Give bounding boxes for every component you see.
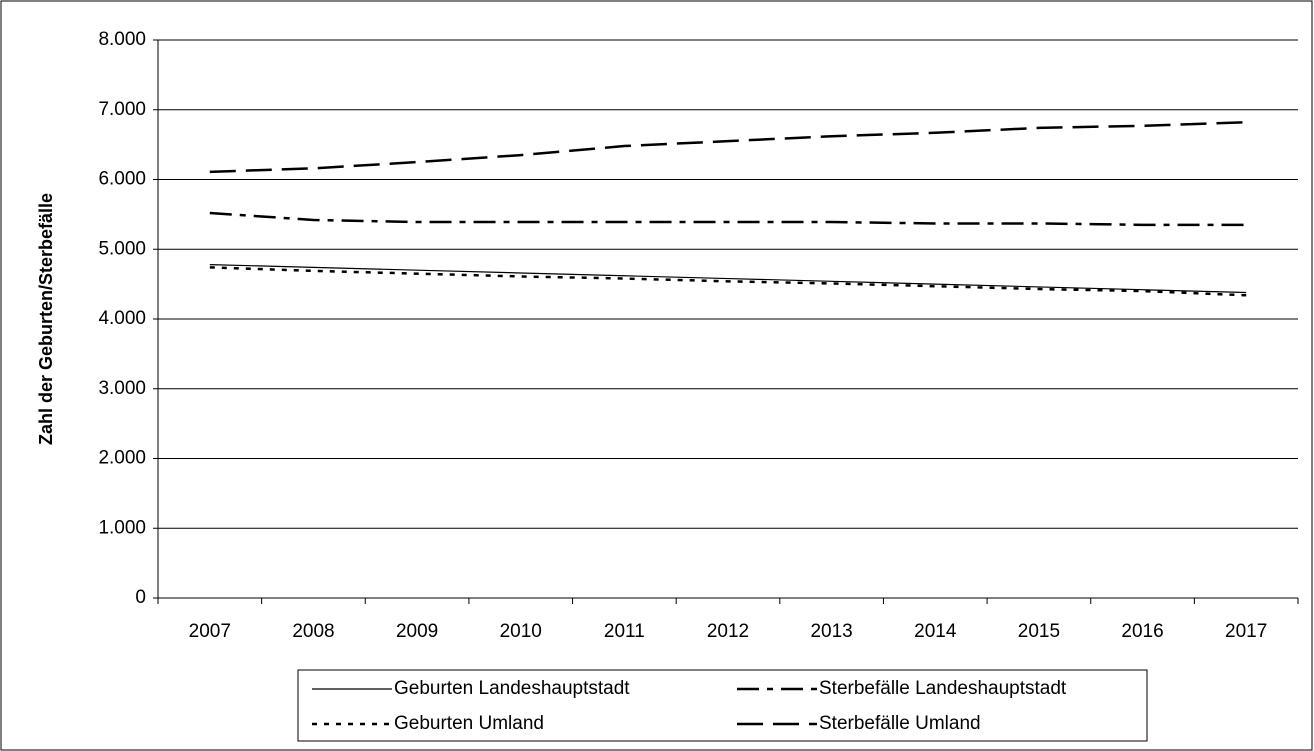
y-tick-label: 1.000	[98, 517, 146, 538]
legend-label: Sterbefälle Umland	[819, 713, 981, 734]
x-tick-label: 2016	[1121, 621, 1163, 642]
y-tick-label: 4.000	[98, 308, 146, 329]
y-tick-label: 2.000	[98, 448, 146, 469]
legend-label: Geburten Umland	[394, 713, 544, 734]
series-line	[209, 121, 1247, 174]
y-tick-label: 0	[135, 587, 146, 608]
y-axis-label: Zahl der Geburten/Sterbefälle	[36, 193, 56, 445]
x-tick-label: 2009	[396, 621, 438, 642]
y-tick-label: 8.000	[98, 29, 146, 50]
series-line	[209, 211, 1247, 227]
y-tick-label: 6.000	[98, 169, 146, 190]
series-line	[209, 266, 1247, 297]
series-line	[209, 263, 1247, 294]
x-tick-label: 2008	[292, 621, 334, 642]
y-tick-label: 7.000	[98, 99, 146, 120]
x-tick-label: 2015	[1018, 621, 1060, 642]
x-tick-label: 2013	[810, 621, 852, 642]
x-tick-label: 2014	[914, 621, 957, 642]
y-tick-label: 5.000	[98, 238, 146, 259]
legend-label: Geburten Landeshauptstadt	[394, 678, 630, 699]
x-tick-label: 2010	[500, 621, 542, 642]
x-tick-label: 2007	[189, 621, 231, 642]
x-tick-label: 2011	[604, 621, 645, 642]
x-tick-label: 2017	[1225, 621, 1267, 642]
legend-label: Sterbefälle Landeshauptstadt	[819, 678, 1067, 699]
x-tick-label: 2012	[707, 621, 749, 642]
y-tick-label: 3.000	[98, 378, 146, 399]
legend-box	[297, 669, 1148, 742]
